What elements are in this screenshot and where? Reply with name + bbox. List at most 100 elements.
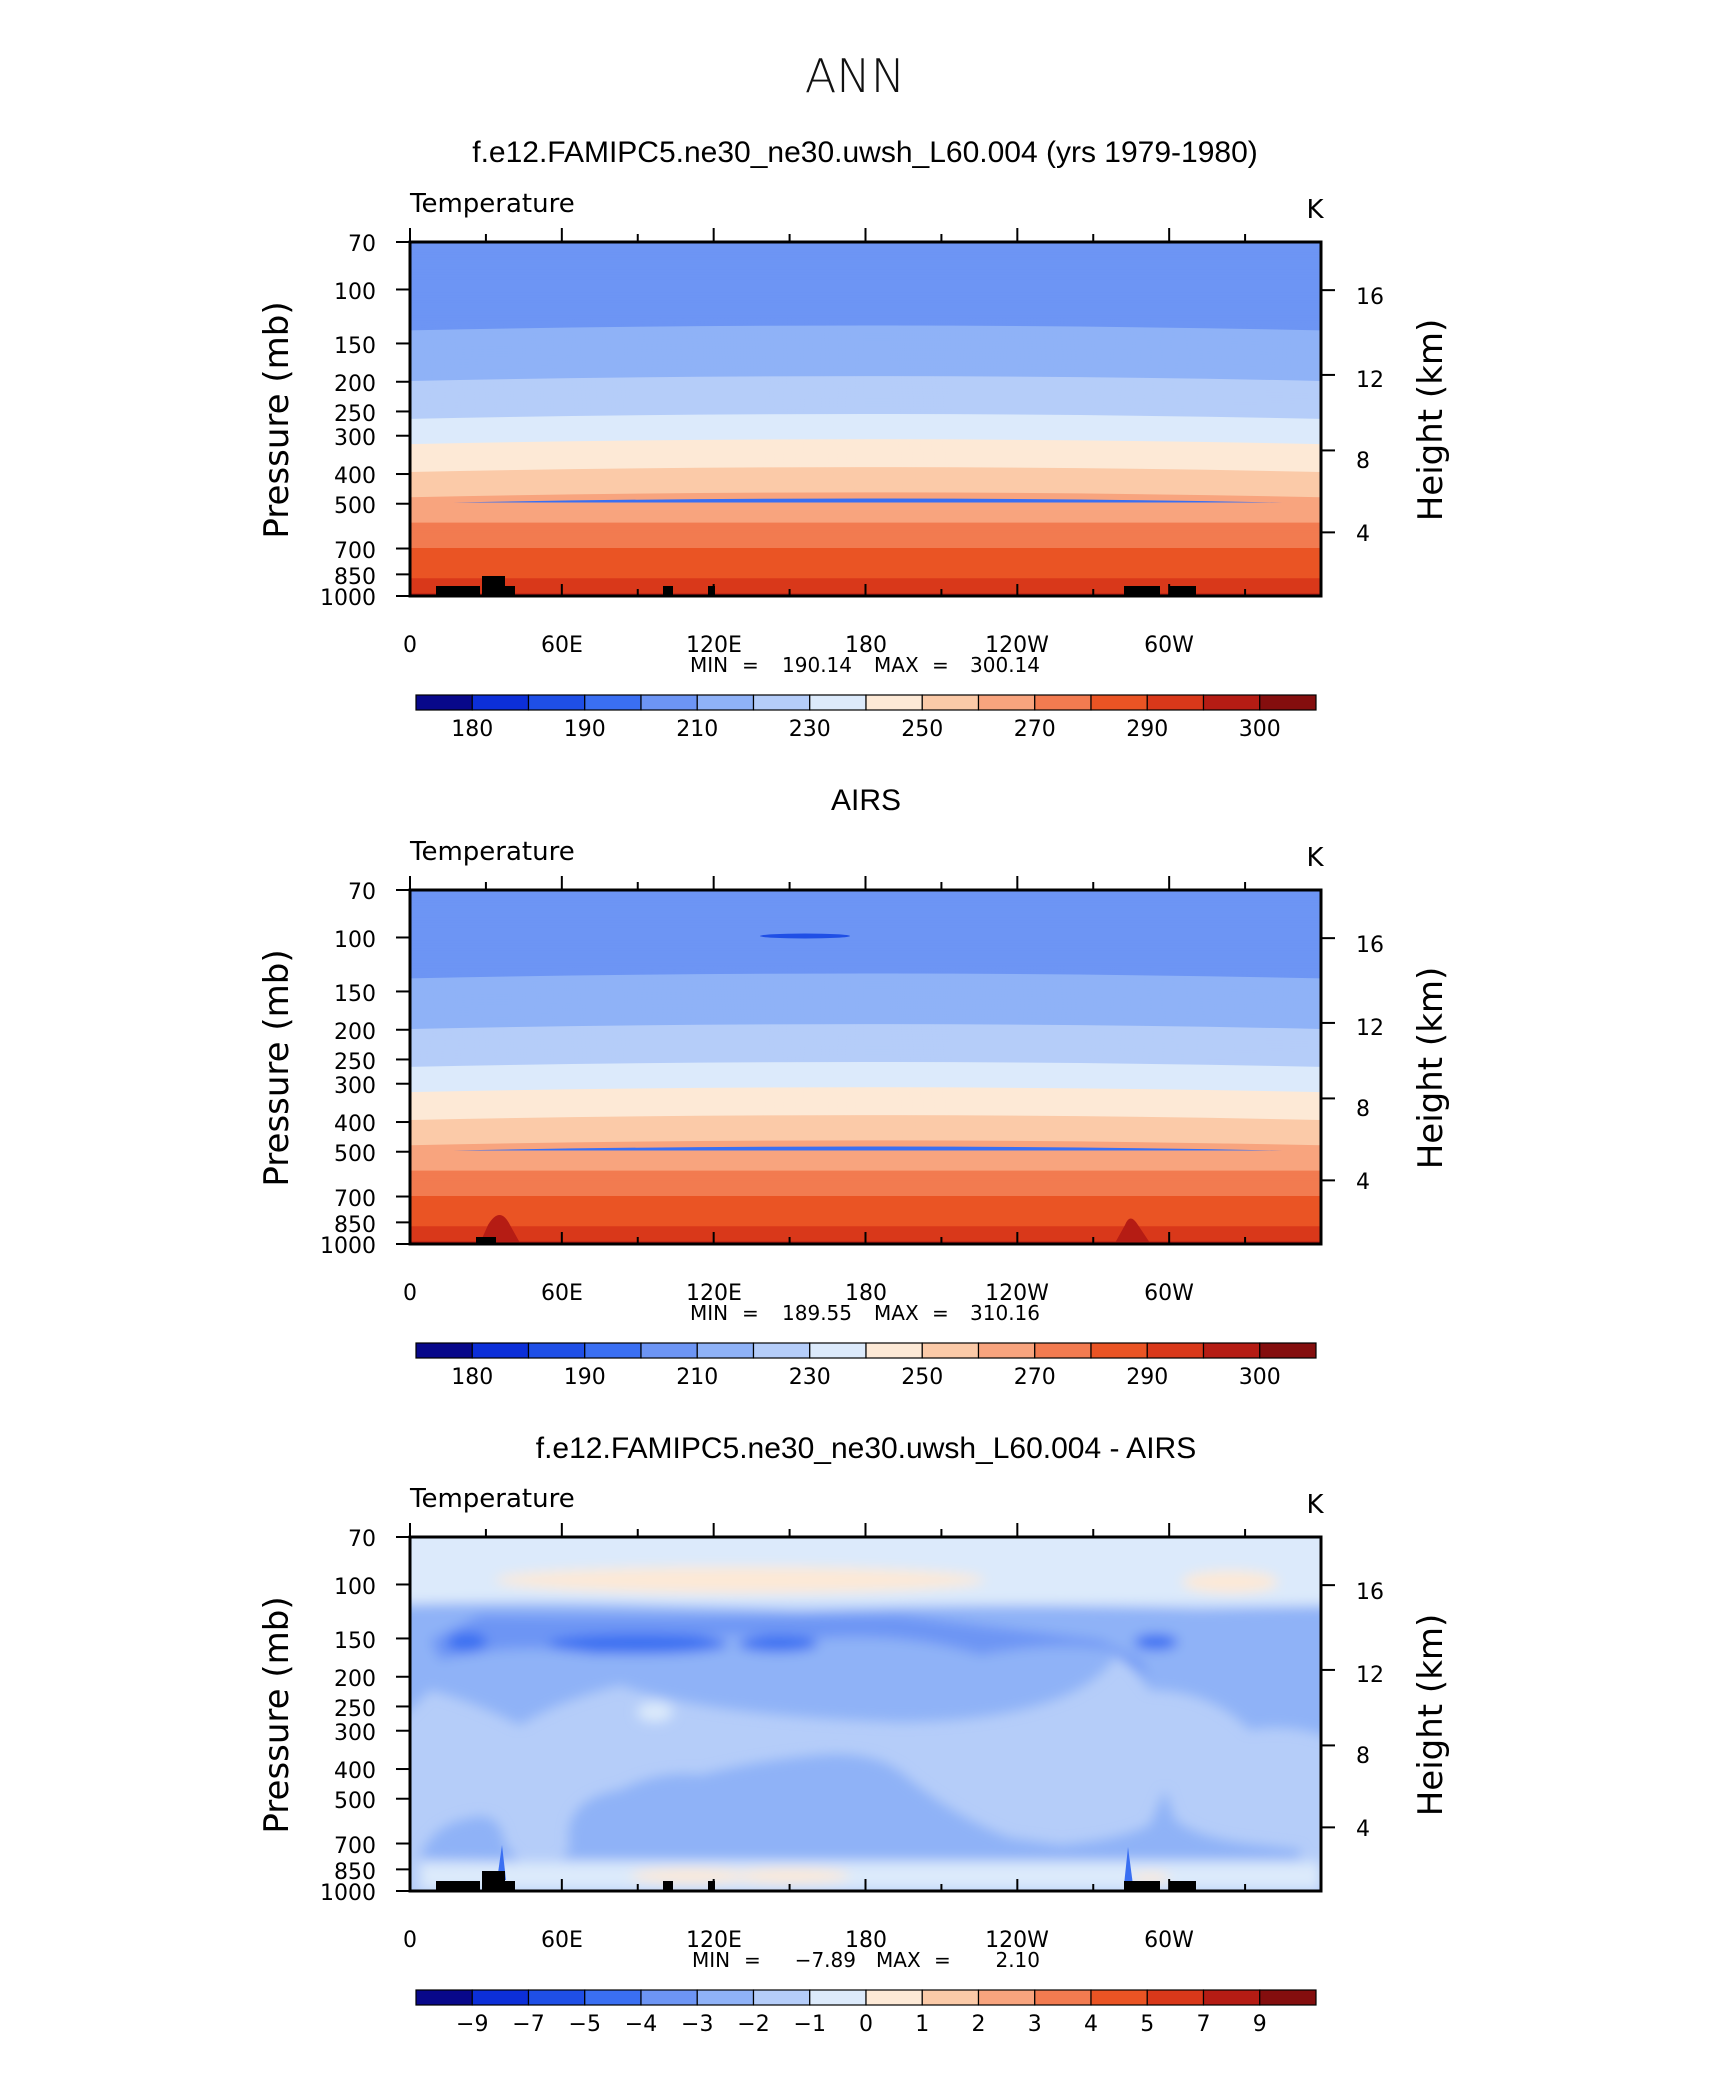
temperature-band (410, 1132, 1321, 1142)
temperature-band (410, 1044, 1321, 1053)
y-tick-label: 150 (334, 1629, 376, 1654)
colorbar-box (527, 1342, 586, 1359)
colorbar-box (696, 694, 755, 711)
y-tick-label: 700 (334, 1187, 376, 1212)
colorbar-box (977, 694, 1036, 711)
temperature-band (410, 449, 1321, 458)
y2-tick-label: 12 (1356, 1663, 1384, 1688)
temperature-band (410, 338, 1321, 347)
temperature-band (410, 1049, 1321, 1058)
temperature-band (410, 454, 1321, 463)
temperature-band (410, 983, 1321, 993)
colorbar-label: 210 (676, 1365, 718, 1390)
colorbar-label: −5 (569, 2012, 601, 2037)
temperature-band (410, 1039, 1321, 1048)
panel-model: f.e12.FAMIPC5.ne30_ne30.uwsh_L60.004 (yr… (257, 136, 1451, 742)
temperature-band (410, 378, 1321, 388)
temperature-band (410, 328, 1321, 337)
temperature-band (410, 393, 1321, 403)
terrain-mask (436, 576, 1196, 596)
temperature-band (410, 1016, 1321, 1025)
terrain-block (1170, 586, 1196, 596)
stats-line: MIN = 190.14 MAX = 300.14 (690, 653, 1040, 677)
terrain-mask (436, 1871, 1196, 1891)
temperature-band (410, 388, 1321, 398)
colorbar-box (696, 1342, 755, 1359)
x-tick-label: 0 (403, 633, 417, 658)
y2-tick-label: 4 (1356, 1817, 1370, 1842)
variable-label: Temperature (409, 837, 575, 867)
temperature-band (410, 1001, 1321, 1010)
colorbar-box (1034, 1342, 1092, 1359)
temperature-band (410, 469, 1321, 479)
x-tick-label: 180 (845, 1928, 887, 1953)
temperature-band (410, 1019, 1321, 1028)
temperature-band (410, 360, 1321, 370)
colorbar-label: 190 (564, 1365, 606, 1390)
temperature-band (410, 345, 1321, 355)
colorbar-box (471, 1342, 530, 1359)
y-tick-label: 150 (334, 334, 376, 359)
panel-title: f.e12.FAMIPC5.ne30_ne30.uwsh_L60.004 (yr… (472, 136, 1258, 169)
colorbar-label: 0 (859, 2012, 873, 2037)
y-tick-label: 300 (334, 1721, 376, 1746)
y-tick-label: 500 (334, 494, 376, 519)
temperature-band (410, 1041, 1321, 1051)
colorbar-label: −7 (512, 2012, 544, 2037)
colorbar-box (752, 1989, 811, 2006)
temperature-band (410, 381, 1321, 390)
temperature-band (410, 322, 1321, 332)
y-tick-label: 200 (334, 1667, 376, 1692)
temperature-band (410, 1104, 1321, 1114)
terrain-block (663, 1881, 673, 1891)
temperature-band (410, 363, 1321, 372)
temperature-band (410, 1011, 1321, 1020)
temperature-band (410, 965, 1321, 975)
units-label: K (1306, 195, 1324, 225)
temperature-band (410, 1013, 1321, 1023)
colorbar-box (640, 1342, 698, 1359)
x-tick-label: 60W (1144, 633, 1194, 658)
stat-max-label: MAX (874, 653, 919, 677)
variable-label: Temperature (409, 1484, 575, 1514)
colorbar-box (809, 1342, 867, 1359)
temperature-band (410, 439, 1321, 448)
stat-eq: = (742, 1301, 759, 1325)
temperature-band (410, 1059, 1321, 1068)
temperature-band (410, 348, 1321, 357)
colorbar-label: 230 (789, 717, 831, 742)
temperature-band (410, 1125, 1321, 1134)
stat-eq: = (932, 653, 949, 677)
y-tick-label: 400 (334, 1759, 376, 1784)
colorbar-box (1259, 694, 1317, 711)
temperature-band (410, 401, 1321, 410)
y-tick-label: 700 (334, 1834, 376, 1859)
colorbar-label: −9 (456, 2012, 488, 2037)
y2-tick-labels: 16 12 8 4 (1356, 285, 1384, 547)
temperature-band (410, 1072, 1321, 1081)
y2-tick-label: 4 (1356, 1170, 1370, 1195)
units-label: K (1306, 1490, 1324, 1520)
y-tick-label: 70 (348, 232, 376, 257)
y-tick-label: 70 (348, 880, 376, 905)
colorbar-box (415, 694, 473, 711)
x-tick-label: 60E (541, 633, 583, 658)
terrain-block (1170, 1881, 1196, 1891)
colorbar-box (865, 1989, 923, 2006)
y-axis-label: Pressure (mb) (257, 301, 297, 538)
stat-max-label: MAX (876, 1948, 921, 1972)
colorbar-label: 180 (451, 1365, 493, 1390)
y-tick-label: 250 (334, 1050, 376, 1075)
y-tick-label: 300 (334, 426, 376, 451)
colorbar-box (584, 694, 642, 711)
colorbar-label: 7 (1197, 2012, 1211, 2037)
colorbar: 180 190 210 230 250 270 290 300 (415, 1342, 1317, 1390)
colorbar-box (584, 1989, 642, 2006)
temperature-band (410, 1094, 1321, 1104)
temperature-band (410, 1036, 1321, 1046)
stat-eq: = (744, 1948, 761, 1972)
temperature-band (410, 434, 1321, 443)
colorbar-label: 290 (1126, 1365, 1168, 1390)
colorbar-label: 300 (1239, 717, 1281, 742)
y-tick-label: 700 (334, 539, 376, 564)
